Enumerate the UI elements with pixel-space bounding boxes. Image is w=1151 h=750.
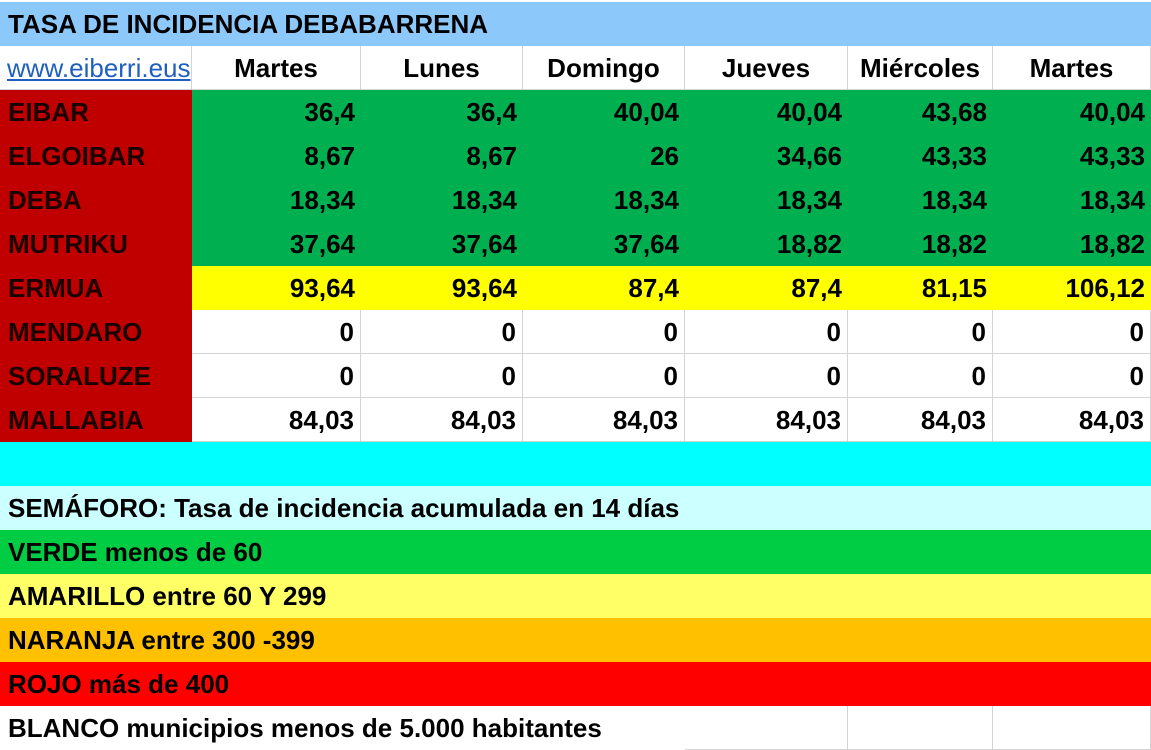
- table-row: SORALUZE 0 0 0 0 0 0: [0, 354, 1151, 398]
- incidence-value: 87,4: [685, 266, 848, 310]
- incidence-value: 43,33: [993, 134, 1151, 178]
- legend-row: BLANCO municipios menos de 5.000 habitan…: [0, 706, 1151, 750]
- incidence-value: 40,04: [685, 90, 848, 134]
- municipality-name: DEBA: [0, 178, 192, 222]
- municipality-name: EIBAR: [0, 90, 192, 134]
- legend-naranja: NARANJA entre 300 -399: [0, 618, 1151, 662]
- legend-row: SEMÁFORO: Tasa de incidencia acumulada e…: [0, 486, 1151, 530]
- municipality-name: ELGOIBAR: [0, 134, 192, 178]
- incidence-value: 18,82: [685, 222, 848, 266]
- incidence-value: 0: [361, 354, 523, 398]
- incidence-value: 0: [848, 310, 993, 354]
- table-row: EIBAR 36,4 36,4 40,04 40,04 43,68 40,04: [0, 90, 1151, 134]
- incidence-value: 0: [848, 354, 993, 398]
- legend-semaforo: SEMÁFORO: Tasa de incidencia acumulada e…: [0, 486, 1151, 530]
- day-header: Martes: [192, 46, 361, 90]
- incidence-value: 26: [523, 134, 685, 178]
- incidence-value: 0: [192, 354, 361, 398]
- day-header: Lunes: [361, 46, 523, 90]
- incidence-value: 0: [993, 310, 1151, 354]
- incidence-value: 18,34: [192, 178, 361, 222]
- source-link[interactable]: www.eiberri.eus: [0, 46, 192, 90]
- incidence-value: 18,34: [993, 178, 1151, 222]
- incidence-value: 84,03: [993, 398, 1151, 442]
- municipality-name: ERMUA: [0, 266, 192, 310]
- title-row: TASA DE INCIDENCIA DEBABARRENA: [0, 2, 1151, 46]
- table-row: ERMUA 93,64 93,64 87,4 87,4 81,15 106,12: [0, 266, 1151, 310]
- municipality-name: MUTRIKU: [0, 222, 192, 266]
- incidence-value: 0: [361, 310, 523, 354]
- incidence-value: 34,66: [685, 134, 848, 178]
- incidence-value: 93,64: [361, 266, 523, 310]
- legend-verde: VERDE menos de 60: [0, 530, 1151, 574]
- header-row: www.eiberri.eus Martes Lunes Domingo Jue…: [0, 46, 1151, 90]
- municipality-name: MENDARO: [0, 310, 192, 354]
- legend-rojo: ROJO más de 400: [0, 662, 1151, 706]
- incidence-value: 18,34: [685, 178, 848, 222]
- incidence-value: 84,03: [192, 398, 361, 442]
- legend-row: NARANJA entre 300 -399: [0, 618, 1151, 662]
- incidence-value: 8,67: [192, 134, 361, 178]
- incidence-value: 81,15: [848, 266, 993, 310]
- incidence-value: 106,12: [993, 266, 1151, 310]
- incidence-value: 84,03: [685, 398, 848, 442]
- incidence-value: 8,67: [361, 134, 523, 178]
- incidence-value: 40,04: [523, 90, 685, 134]
- incidence-value: 0: [685, 354, 848, 398]
- empty-cell: [685, 706, 848, 750]
- incidence-value: 0: [523, 310, 685, 354]
- incidence-value: 37,64: [361, 222, 523, 266]
- table-row: ELGOIBAR 8,67 8,67 26 34,66 43,33 43,33: [0, 134, 1151, 178]
- table-row: MUTRIKU 37,64 37,64 37,64 18,82 18,82 18…: [0, 222, 1151, 266]
- incidence-value: 18,34: [848, 178, 993, 222]
- table-row: DEBA 18,34 18,34 18,34 18,34 18,34 18,34: [0, 178, 1151, 222]
- incidence-value: 0: [523, 354, 685, 398]
- legend-row: VERDE menos de 60: [0, 530, 1151, 574]
- incidence-value: 87,4: [523, 266, 685, 310]
- legend-blanco: BLANCO municipios menos de 5.000 habitan…: [0, 706, 685, 750]
- table-row: MALLABIA 84,03 84,03 84,03 84,03 84,03 8…: [0, 398, 1151, 442]
- spacer-band: [0, 442, 1151, 486]
- incidence-value: 84,03: [848, 398, 993, 442]
- empty-cell: [993, 706, 1151, 750]
- incidence-value: 43,33: [848, 134, 993, 178]
- incidence-value: 18,82: [993, 222, 1151, 266]
- incidence-value: 84,03: [523, 398, 685, 442]
- day-header: Miércoles: [848, 46, 993, 90]
- sheet-title: TASA DE INCIDENCIA DEBABARRENA: [0, 2, 1151, 46]
- legend-row: ROJO más de 400: [0, 662, 1151, 706]
- incidence-value: 36,4: [192, 90, 361, 134]
- incidence-value: 36,4: [361, 90, 523, 134]
- spacer-row: [0, 442, 1151, 486]
- incidence-value: 0: [993, 354, 1151, 398]
- day-header: Jueves: [685, 46, 848, 90]
- legend-amarillo: AMARILLO entre 60 Y 299: [0, 574, 1151, 618]
- table-row: MENDARO 0 0 0 0 0 0: [0, 310, 1151, 354]
- incidence-value: 43,68: [848, 90, 993, 134]
- incidence-value: 93,64: [192, 266, 361, 310]
- incidence-value: 37,64: [192, 222, 361, 266]
- incidence-value: 18,34: [523, 178, 685, 222]
- municipality-name: MALLABIA: [0, 398, 192, 442]
- incidence-value: 0: [685, 310, 848, 354]
- incidence-value: 0: [192, 310, 361, 354]
- day-header: Martes: [993, 46, 1151, 90]
- empty-cell: [848, 706, 993, 750]
- day-header: Domingo: [523, 46, 685, 90]
- municipality-name: SORALUZE: [0, 354, 192, 398]
- incidence-value: 37,64: [523, 222, 685, 266]
- legend-row: AMARILLO entre 60 Y 299: [0, 574, 1151, 618]
- incidence-value: 18,34: [361, 178, 523, 222]
- incidence-value: 40,04: [993, 90, 1151, 134]
- incidence-value: 18,82: [848, 222, 993, 266]
- incidence-value: 84,03: [361, 398, 523, 442]
